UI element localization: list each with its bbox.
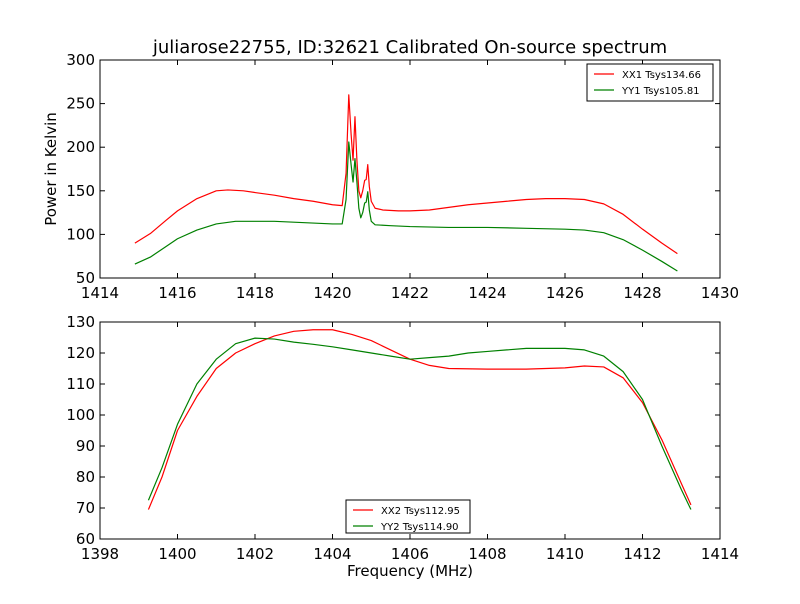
y-tick-label: 50	[76, 269, 95, 287]
x-tick-label: 1420	[313, 284, 351, 302]
series-line-1-1	[134, 94, 678, 255]
y-tick-label: 60	[76, 530, 95, 548]
legend-label: YY1 Tsys105.81	[621, 86, 700, 97]
y-tick-label: 130	[66, 313, 95, 331]
x-tick-label: 1416	[158, 284, 196, 302]
series-line-2-1	[147, 329, 692, 510]
y-tick-label: 110	[66, 375, 95, 393]
x-tick-label: 1404	[313, 545, 351, 563]
y-axis-label: Power in Kelvin	[42, 112, 60, 226]
x-tick-label: 1412	[623, 545, 661, 563]
y-tick-label: 150	[66, 182, 95, 200]
legend-box-1	[586, 63, 714, 102]
y-tick-label: 90	[76, 437, 95, 455]
x-tick-label: 1414	[701, 545, 739, 563]
x-tick-label: 1426	[546, 284, 584, 302]
y-tick-label: 80	[76, 468, 95, 486]
y-tick-label: 120	[66, 344, 95, 362]
x-tick-label: 1400	[158, 545, 196, 563]
legend-box-2	[345, 499, 471, 534]
series-line-2-2	[147, 337, 692, 510]
legend-label: XX2 Tsys112.95	[381, 506, 460, 517]
x-tick-label: 1430	[701, 284, 739, 302]
chart-title: juliarose22755, ID:32621 Calibrated On-s…	[152, 37, 667, 58]
x-tick-label: 1402	[236, 545, 274, 563]
x-tick-label: 1406	[391, 545, 429, 563]
x-tick-label: 1414	[81, 284, 119, 302]
x-tick-label: 1408	[468, 545, 506, 563]
y-tick-label: 300	[66, 51, 95, 69]
x-tick-label: 1428	[623, 284, 661, 302]
y-tick-label: 70	[76, 499, 95, 517]
legend-label: XX1 Tsys134.66	[622, 70, 701, 81]
series-line-1-2	[134, 141, 678, 272]
x-tick-label: 1398	[81, 545, 119, 563]
x-tick-label: 1422	[391, 284, 429, 302]
y-tick-label: 100	[66, 225, 95, 243]
y-tick-label: 100	[66, 406, 95, 424]
legend-label: YY2 Tsys114.90	[380, 522, 459, 533]
y-tick-label: 200	[66, 138, 95, 156]
x-tick-label: 1410	[546, 545, 584, 563]
x-tick-label: 1418	[236, 284, 274, 302]
x-axis-label: Frequency (MHz)	[347, 562, 473, 580]
x-tick-label: 1424	[468, 284, 506, 302]
y-tick-label: 250	[66, 95, 95, 113]
